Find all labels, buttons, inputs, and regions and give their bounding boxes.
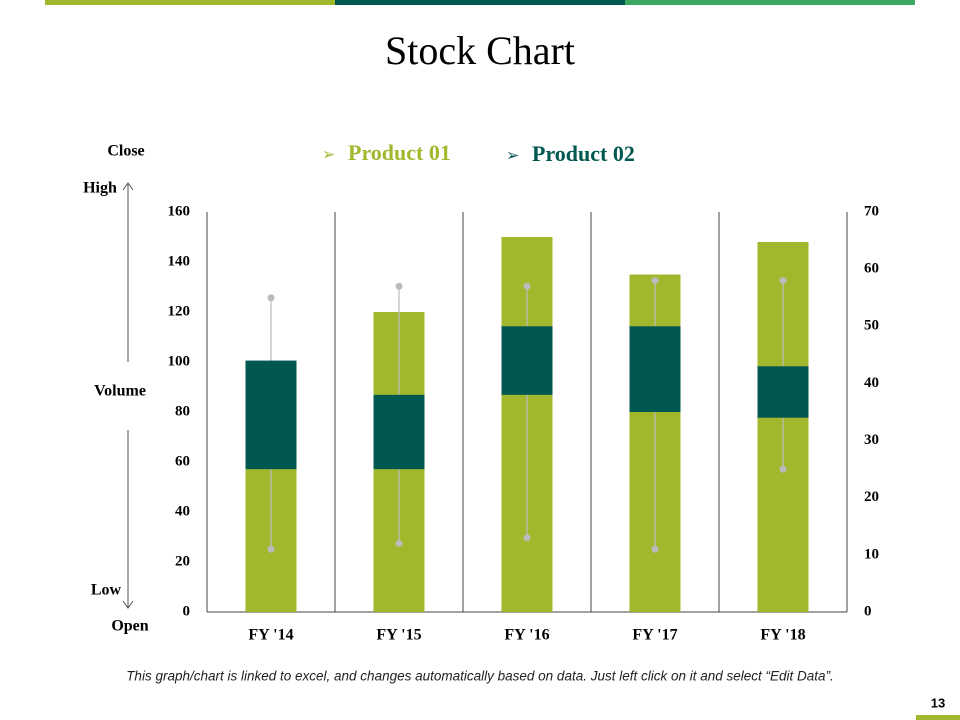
axis-label: High	[83, 180, 117, 197]
y2-tick-label: 60	[864, 261, 879, 277]
low-dot	[651, 545, 659, 553]
y-tick-label: 40	[175, 503, 190, 519]
high-dot	[651, 277, 659, 285]
top-bar	[625, 0, 915, 5]
page-bar	[916, 715, 960, 720]
y-tick-label: 100	[168, 353, 191, 369]
y-tick-label: 140	[168, 253, 191, 269]
low-dot	[395, 539, 403, 547]
high-dot	[395, 282, 403, 290]
y2-tick-label: 40	[864, 375, 879, 391]
y-tick-label: 60	[175, 453, 190, 469]
x-tick-label: FY '15	[376, 627, 421, 644]
y2-tick-label: 50	[864, 318, 879, 334]
x-tick-label: FY '17	[632, 627, 677, 644]
y-tick-label: 80	[175, 403, 190, 419]
title: Stock Chart	[385, 28, 575, 73]
axis-label: Close	[107, 143, 144, 160]
candle-body	[373, 394, 425, 470]
axis-label: Open	[111, 618, 148, 635]
low-dot	[779, 465, 787, 473]
low-dot	[523, 534, 531, 542]
y2-tick-label: 20	[864, 489, 879, 505]
axis-arrows	[122, 182, 134, 609]
legend-label: Product 01	[348, 140, 451, 165]
top-bar	[45, 0, 335, 5]
x-tick-label: FY '18	[760, 627, 805, 644]
legend-marker: ➢	[506, 146, 519, 165]
high-dot	[779, 277, 787, 285]
x-tick-label: FY '16	[504, 627, 549, 644]
y2-tick-label: 70	[864, 203, 879, 219]
y2-tick-label: 30	[864, 432, 879, 448]
candle-body	[501, 326, 553, 395]
page-number: 13	[931, 695, 945, 710]
footnote: This graph/chart is linked to excel, and…	[126, 669, 834, 684]
low-dot	[267, 545, 275, 553]
axis-label: Volume	[94, 383, 146, 400]
y-tick-label: 120	[168, 303, 191, 319]
high-dot	[267, 294, 275, 302]
legend-marker: ➢	[322, 145, 335, 164]
y2-tick-label: 10	[864, 546, 879, 562]
y-tick-label: 160	[168, 203, 191, 219]
candle-body	[245, 360, 297, 470]
y2-tick-label: 0	[864, 603, 872, 619]
top-bar	[335, 0, 625, 5]
legend-label: Product 02	[532, 141, 635, 166]
candle-body	[757, 366, 809, 418]
x-tick-label: FY '14	[248, 627, 293, 644]
y-tick-label: 20	[175, 553, 190, 569]
candle-body	[629, 326, 681, 412]
axis-label: Low	[91, 582, 122, 599]
high-dot	[523, 282, 531, 290]
y-tick-label: 0	[183, 603, 191, 619]
